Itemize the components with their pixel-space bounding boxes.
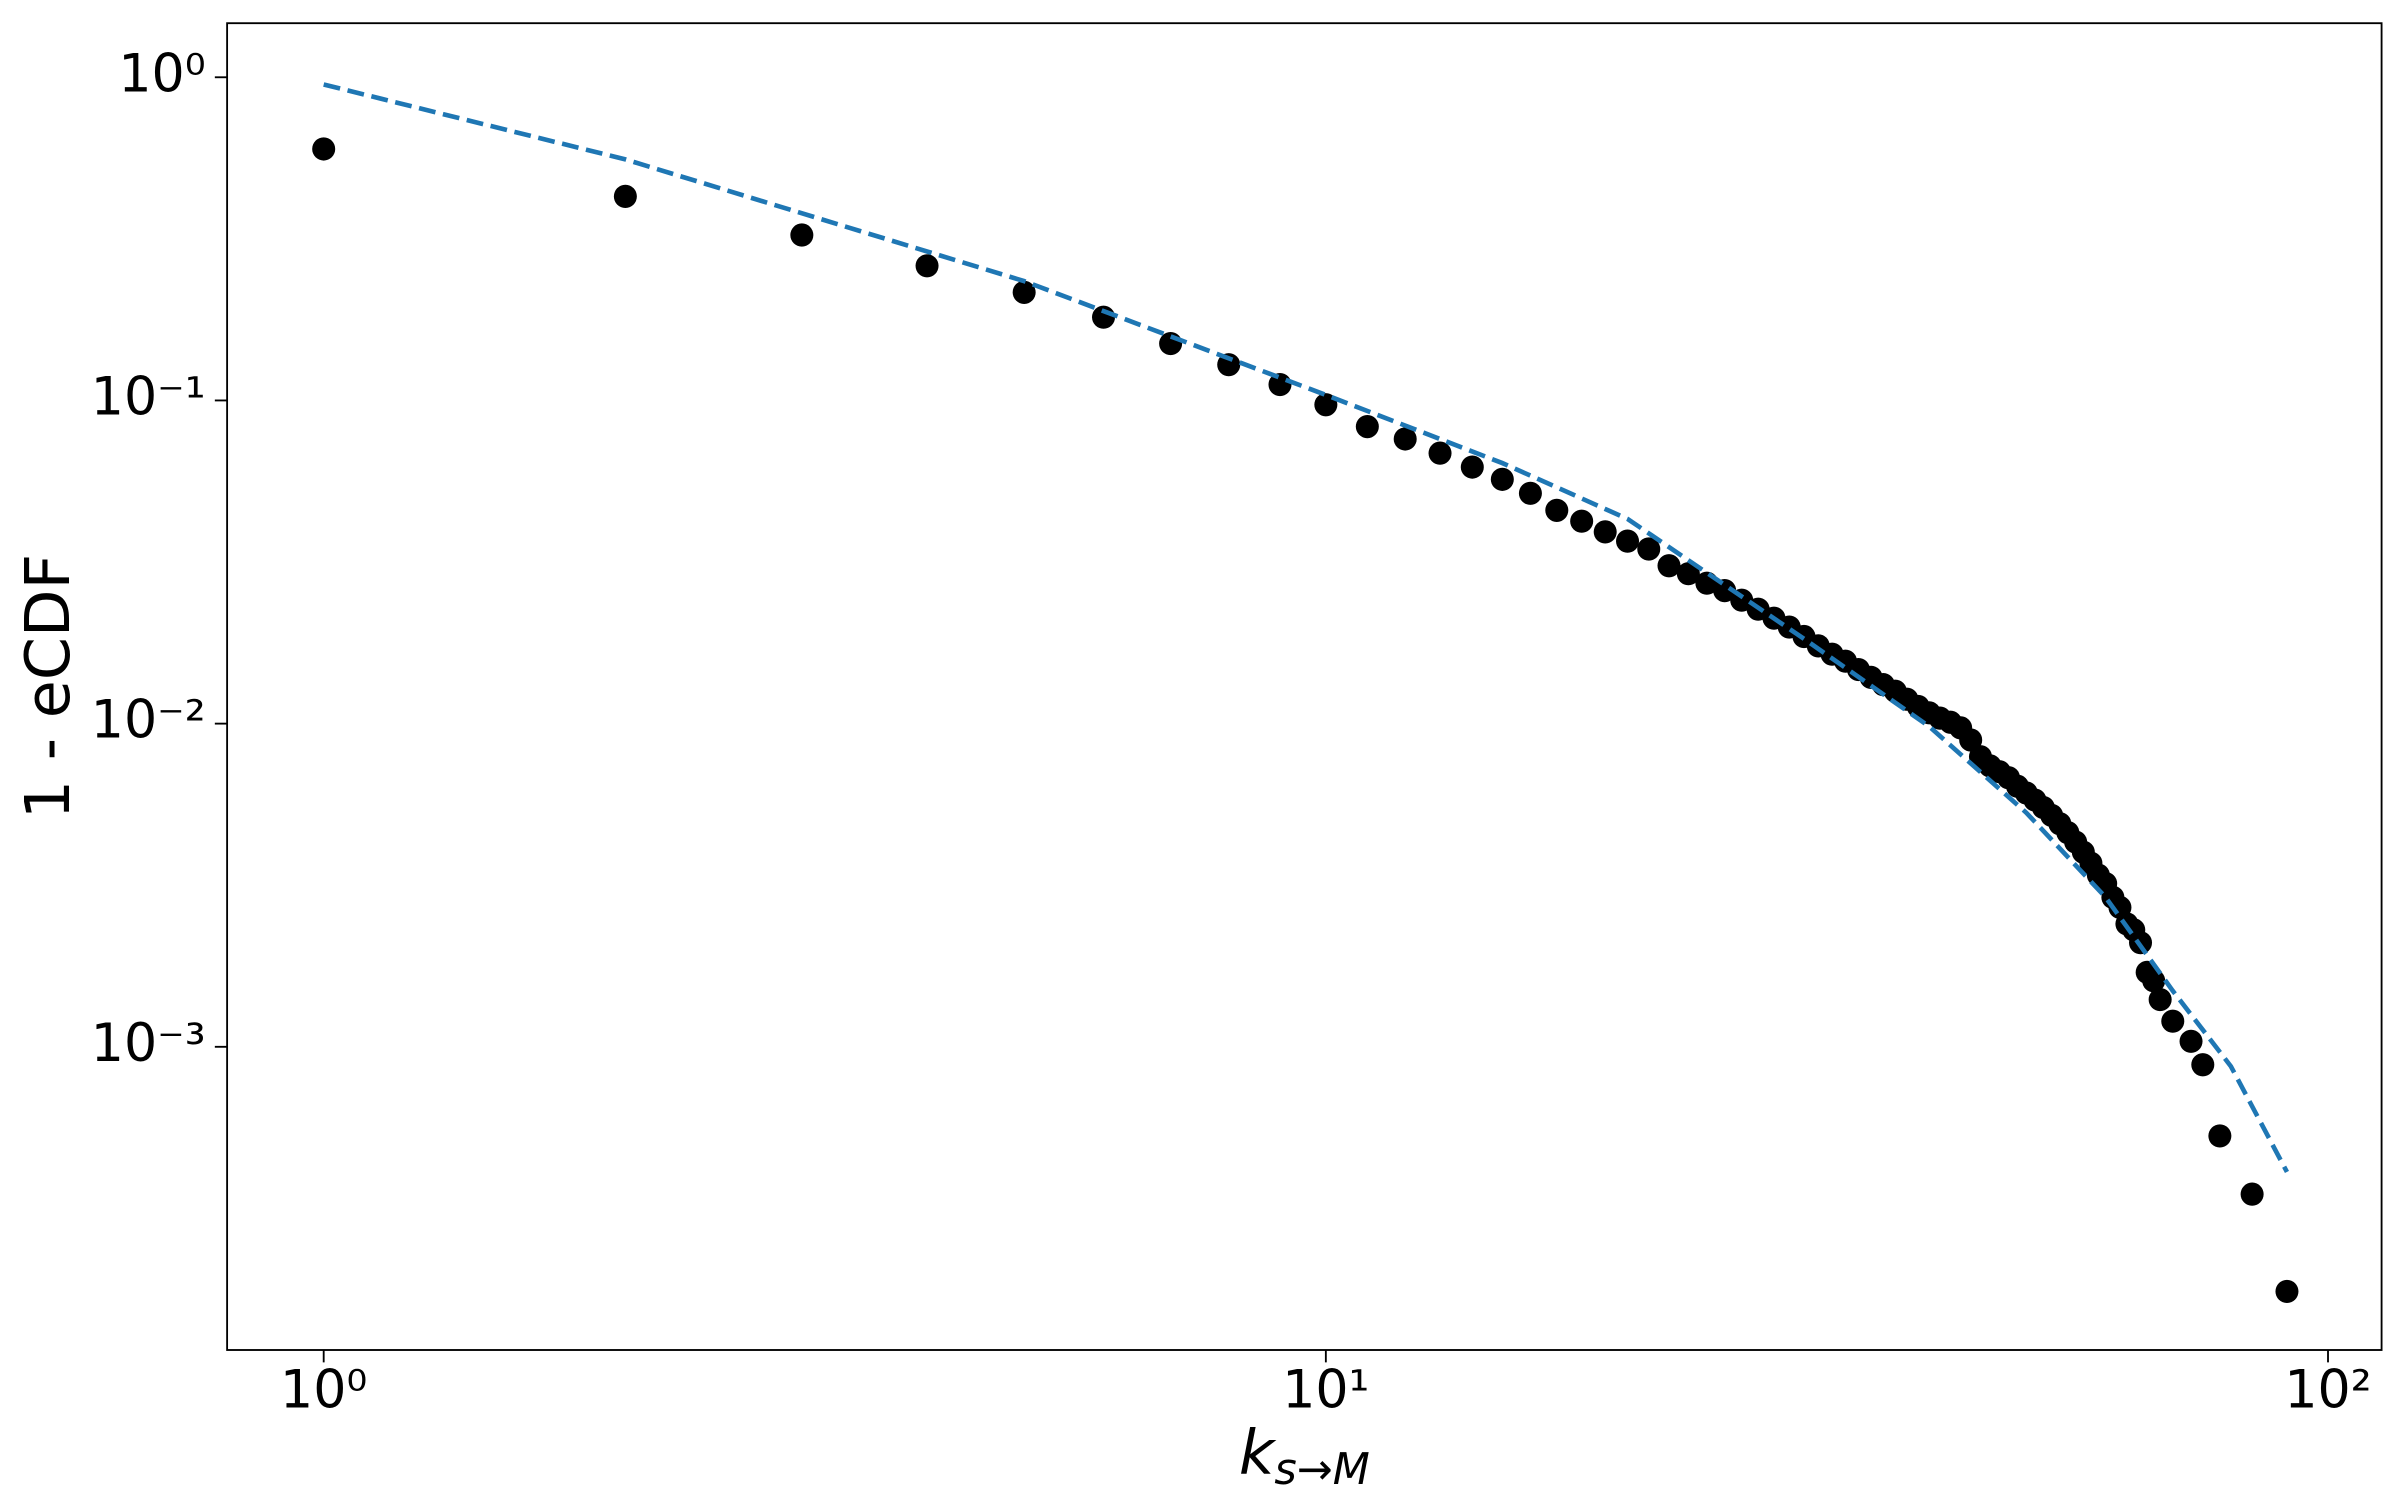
data-point xyxy=(1428,441,1452,465)
fit-line xyxy=(323,82,2289,1174)
data-point xyxy=(1268,372,1292,397)
plot-frame xyxy=(226,22,2383,1351)
data-point xyxy=(2191,1053,2215,1077)
data-point xyxy=(1593,520,1617,544)
data-point xyxy=(1217,353,1241,377)
data-point xyxy=(1959,728,1983,752)
data-point xyxy=(1676,562,1700,586)
data-point xyxy=(312,137,336,161)
data-point xyxy=(1012,280,1036,304)
data-point xyxy=(1637,537,1661,561)
data-point xyxy=(1616,529,1640,553)
data-point xyxy=(1355,415,1379,439)
x-tick-label: 10² xyxy=(2284,1359,2371,1420)
data-point xyxy=(1490,467,1514,491)
x-label-base: k xyxy=(1239,1417,1277,1489)
x-label-sub: s→M xyxy=(1274,1445,1369,1495)
data-point xyxy=(915,254,939,278)
data-point xyxy=(1657,554,1681,578)
x-tick-label: 10⁰ xyxy=(280,1359,367,1420)
data-point xyxy=(1518,481,1542,505)
data-point xyxy=(2148,987,2172,1012)
y-tick-label: 10⁰ xyxy=(118,43,205,104)
data-point xyxy=(613,184,637,208)
data-point xyxy=(1460,455,1484,479)
y-tick-label: 10⁻¹ xyxy=(91,366,206,427)
y-tick-label: 10⁻³ xyxy=(91,1013,206,1074)
x-tick-label: 10¹ xyxy=(1282,1359,1369,1420)
data-point xyxy=(1393,427,1417,451)
data-point xyxy=(2240,1182,2264,1206)
x-axis-label: ks→M xyxy=(1239,1417,1370,1495)
data-point xyxy=(1570,509,1594,533)
data-point xyxy=(2208,1124,2232,1148)
data-point xyxy=(2179,1029,2203,1053)
data-point xyxy=(2275,1279,2299,1304)
data-point xyxy=(2142,969,2166,993)
data-point xyxy=(1713,579,1737,603)
y-tick-label: 10⁻² xyxy=(91,689,206,750)
data-point xyxy=(1545,498,1569,522)
y-axis-label: 1 - eCDF xyxy=(12,554,84,819)
data-point xyxy=(2161,1009,2185,1033)
data-point xyxy=(790,223,814,247)
